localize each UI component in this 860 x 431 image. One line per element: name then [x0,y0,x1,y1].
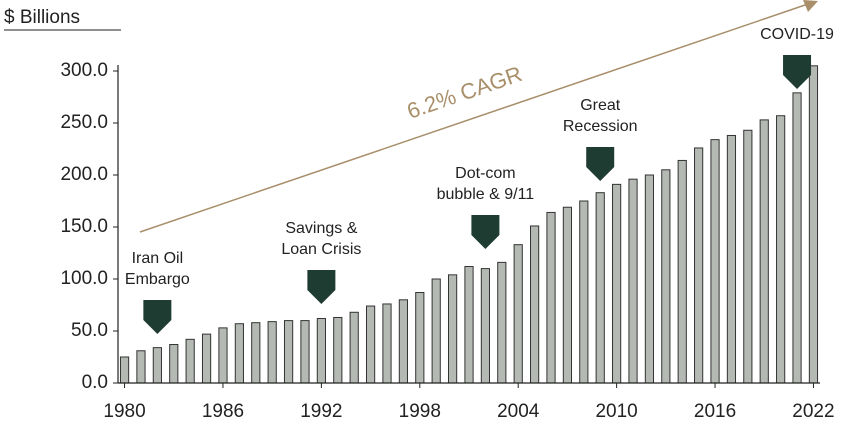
bar [726,134,737,384]
bar [776,115,786,384]
event-label: Loan Crisis [281,241,361,258]
bar [234,323,244,384]
x-tick-label: 1980 [103,401,145,422]
y-tick-label: 50.0 [71,320,108,341]
event-label: Great [580,97,621,114]
bar [218,327,228,384]
y-tick-label: 300.0 [60,60,108,81]
y-tick-label: 150.0 [60,216,108,237]
y-tick-label: 0.0 [82,372,108,393]
y-tick-label: 100.0 [60,268,108,289]
bar [759,119,769,384]
x-tick-label: 2016 [694,401,736,422]
event-marker [143,300,172,334]
bar [447,274,458,384]
event-marker [586,147,615,181]
bar [612,183,622,384]
event-label: Embargo [125,271,190,288]
bar [136,350,146,384]
trend-label: 6.2% CAGR [404,61,525,124]
bar [808,65,819,384]
x-tick-label: 2022 [792,401,834,422]
x-tick-label: 1986 [202,401,244,422]
bar [398,299,408,384]
bar [316,318,326,384]
event-label: Iran Oil [132,250,184,267]
bar [267,321,277,384]
bar [595,192,605,384]
x-tick-label: 1992 [300,401,342,422]
bar [710,139,720,384]
bar [743,129,753,384]
event-marker [471,215,500,249]
event-label: COVID-19 [760,26,834,43]
bar [119,356,130,384]
bar [283,320,294,384]
bar [661,169,671,384]
bar [644,174,655,384]
bar [628,178,638,384]
bar [579,200,589,384]
event-label: bubble & 9/11 [437,186,535,203]
bar [251,322,261,384]
y-tick-label: 250.0 [60,112,108,133]
x-tick-label: 2004 [497,401,540,422]
trend-line [139,3,809,233]
bar [431,278,441,384]
bar [201,333,212,384]
bar [464,266,474,384]
event-marker [783,55,812,89]
bar [497,261,507,384]
bar [382,303,392,384]
bar [530,225,540,384]
bar [694,147,704,384]
bar [169,344,179,384]
bar [792,92,802,384]
y-tick-label: 200.0 [60,164,108,185]
bar [677,159,687,384]
trend-arrowhead [803,0,818,12]
bar [562,206,573,384]
y-axis-label: $ Billions [4,7,80,28]
event-label: Recession [563,118,638,135]
bar [300,320,310,384]
bar [365,305,376,384]
bar [513,244,523,384]
bar [333,316,343,384]
bar [152,347,162,384]
bar [185,338,195,384]
x-tick-label: 1998 [399,401,441,422]
bar [415,292,425,384]
x-tick-label: 2010 [595,401,637,422]
bar [349,311,359,384]
event-label: Dot-com [455,165,515,182]
event-label: Savings & [285,220,357,237]
event-marker [307,270,336,304]
bar [480,268,491,384]
bar [546,211,556,384]
